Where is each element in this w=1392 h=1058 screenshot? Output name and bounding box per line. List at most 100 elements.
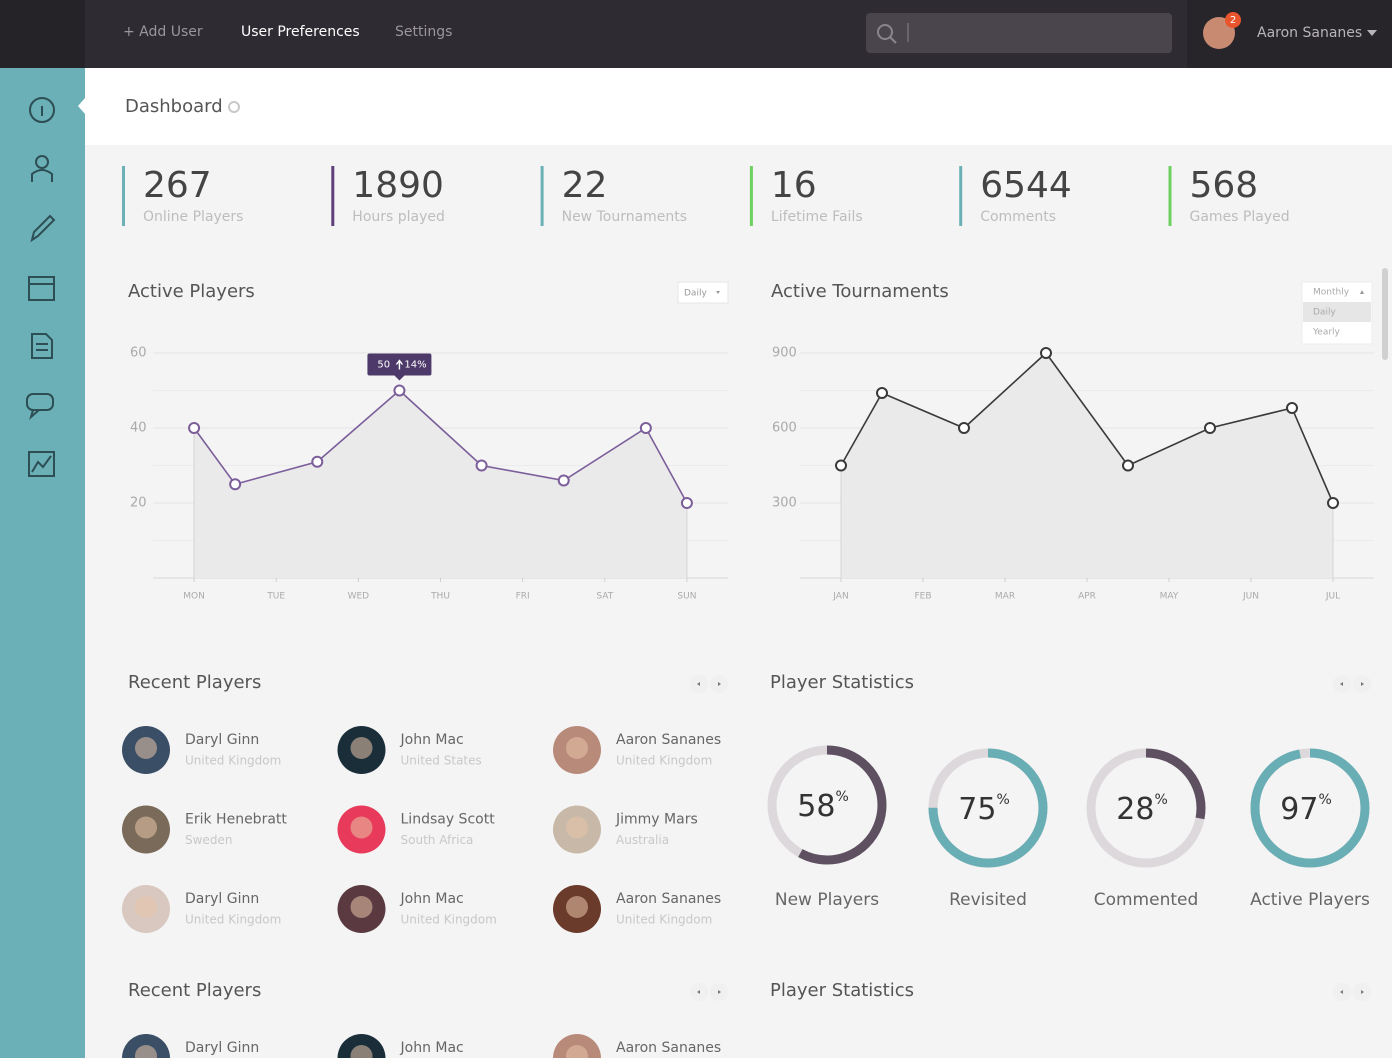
x-tick-label: FEB xyxy=(914,592,931,602)
player-avatar-face xyxy=(135,896,157,918)
pager-prev-arrow xyxy=(1340,682,1343,686)
player-name[interactable]: John Mac xyxy=(400,732,464,748)
point[interactable] xyxy=(229,478,242,491)
pager-next-arrow xyxy=(718,682,721,686)
filter-caret xyxy=(716,291,720,294)
point[interactable] xyxy=(188,422,201,434)
point[interactable] xyxy=(876,387,888,399)
stat-bar xyxy=(1168,166,1172,226)
x-tick-label: MAY xyxy=(1160,592,1179,602)
ring-value xyxy=(767,745,887,865)
settings-icon[interactable] xyxy=(228,101,240,113)
player-name[interactable]: Aaron Sananes xyxy=(616,732,721,748)
x-tick-label: THU xyxy=(430,592,450,602)
point[interactable] xyxy=(311,455,324,468)
nav-item[interactable]: + Add User xyxy=(123,24,203,40)
search-box[interactable] xyxy=(866,13,1172,53)
point[interactable] xyxy=(1204,422,1216,434)
sidebar-icons xyxy=(26,97,56,477)
y-tick-label: 900 xyxy=(772,346,797,361)
line xyxy=(840,351,1334,504)
stat-label: Hours played xyxy=(352,209,445,225)
point[interactable] xyxy=(835,459,847,472)
filter-option[interactable]: Monthly xyxy=(1313,288,1350,298)
point[interactable] xyxy=(1286,402,1298,414)
scrollbar[interactable] xyxy=(1382,268,1388,360)
icon-document[interactable] xyxy=(31,333,53,359)
player-name[interactable]: Erik Henebratt xyxy=(185,812,287,828)
filter-option[interactable]: Daily xyxy=(1313,308,1336,318)
x-tick-label: JUN xyxy=(1242,592,1259,602)
filter-caret xyxy=(1360,290,1364,294)
point[interactable] xyxy=(393,384,406,397)
icon-user[interactable] xyxy=(35,155,49,169)
nav-item[interactable]: User Preferences xyxy=(241,24,360,40)
player-name[interactable]: John Mac xyxy=(400,1040,464,1056)
search-icon xyxy=(877,24,893,40)
badge-count: 2 xyxy=(1230,15,1236,26)
ring-percent: 75 xyxy=(958,792,996,827)
icon-pencil[interactable] xyxy=(30,214,56,243)
x-tick-label: JAN xyxy=(832,592,848,602)
x-tick-label: APR xyxy=(1078,592,1096,602)
player-name[interactable]: Jimmy Mars xyxy=(615,812,698,828)
x-tick-label: MON xyxy=(183,592,205,602)
user-name[interactable]: Aaron Sananes xyxy=(1257,25,1362,41)
active-indicator xyxy=(78,98,85,114)
filter-option[interactable]: Yearly xyxy=(1312,328,1341,338)
area xyxy=(841,353,1333,578)
player-name[interactable]: Daryl Ginn xyxy=(185,732,259,748)
point[interactable] xyxy=(1327,497,1339,509)
tooltip-pointer xyxy=(394,375,405,381)
nav-item[interactable]: Settings xyxy=(395,24,452,40)
point[interactable] xyxy=(557,474,570,487)
filter-highlight xyxy=(1303,302,1371,322)
point[interactable] xyxy=(958,422,970,434)
player-country: United Kingdom xyxy=(616,754,712,768)
player-avatar-face xyxy=(566,816,588,839)
icon-info[interactable] xyxy=(29,97,55,123)
icon-chart[interactable] xyxy=(28,451,55,477)
icon-calendar[interactable] xyxy=(28,276,55,301)
ring-value xyxy=(1250,748,1370,868)
player-avatar-face xyxy=(135,737,157,759)
stat-bar xyxy=(122,166,125,226)
ring-value xyxy=(1086,748,1206,868)
player-avatar-face xyxy=(350,816,373,839)
icon-chat[interactable] xyxy=(26,393,54,411)
x-tick-label: SAT xyxy=(596,592,613,602)
tooltip-arrow xyxy=(395,359,403,370)
player-name[interactable]: Aaron Sananes xyxy=(616,891,721,907)
y-tick-label: 60 xyxy=(130,346,147,361)
stat-value: 267 xyxy=(143,165,212,206)
ring-unit: % xyxy=(835,789,848,805)
user-caret[interactable] xyxy=(1367,30,1377,36)
player-name[interactable]: John Mac xyxy=(400,891,464,907)
stat-label: Comments xyxy=(980,209,1056,225)
point[interactable] xyxy=(680,497,693,509)
player-avatar-face xyxy=(350,737,373,759)
sidebar xyxy=(0,68,85,1058)
chart-title: Active Players xyxy=(128,281,255,302)
stat-value: 1890 xyxy=(352,165,444,206)
point[interactable] xyxy=(1122,459,1134,472)
pager-next-arrow xyxy=(1361,682,1364,686)
player-avatar-face xyxy=(566,896,588,918)
player-country: Sweden xyxy=(185,833,232,847)
top-bar xyxy=(0,0,1392,68)
point[interactable] xyxy=(1040,347,1052,359)
filter-dropdown[interactable] xyxy=(677,281,729,304)
pager-next-arrow xyxy=(1361,990,1364,994)
player-country: United Kingdom xyxy=(185,754,281,768)
point[interactable] xyxy=(639,422,652,434)
player-name[interactable]: Daryl Ginn xyxy=(185,1040,259,1056)
player-name[interactable]: Lindsay Scott xyxy=(401,812,496,828)
icon-chat-tail xyxy=(29,409,40,420)
player-name[interactable]: Daryl Ginn xyxy=(185,891,259,907)
filter-option: Daily xyxy=(684,289,707,299)
x-tick-label: FRI xyxy=(516,592,530,602)
player-name[interactable]: Aaron Sananes xyxy=(616,1040,721,1056)
x-tick-label: JUL xyxy=(1325,592,1340,602)
point[interactable] xyxy=(475,459,488,472)
